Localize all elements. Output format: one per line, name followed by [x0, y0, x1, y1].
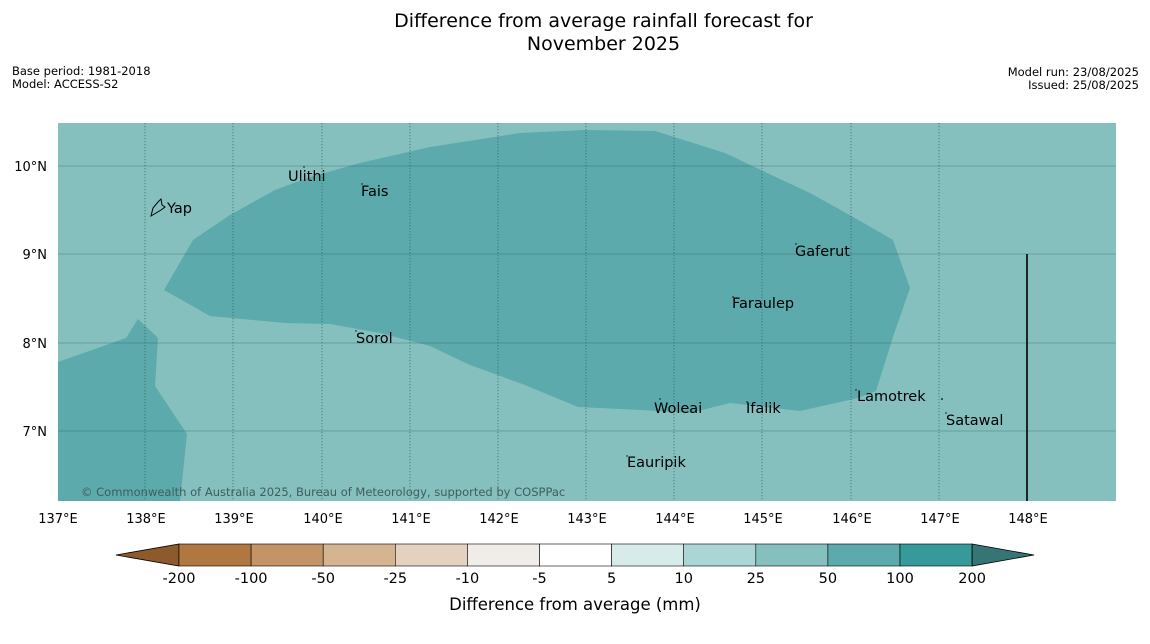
title-line-1: Difference from average rainfall forecas…	[394, 10, 813, 32]
colorbar-tick-label: -200	[163, 571, 196, 587]
colorbar-tick-label: 5	[607, 571, 616, 587]
colorbar-tick-label: -100	[235, 571, 268, 587]
colorbar-tick-label: -25	[383, 571, 407, 587]
island-dot-satawal	[945, 412, 947, 414]
map-title: Difference from average rainfall forecas…	[0, 10, 1150, 56]
place-label-gaferut: Gaferut	[795, 244, 850, 260]
place-label-fais: Fais	[361, 184, 388, 200]
lon-label: 137°E	[38, 512, 78, 527]
colorbar-segment	[394, 543, 468, 567]
place-label-ifalik: Ifalik	[746, 401, 781, 417]
lat-label: 9°N	[23, 248, 48, 263]
colorbar-tick-label: 25	[747, 571, 765, 587]
latitude-labels: 10°N 9°N 8°N 7°N	[14, 160, 47, 440]
colorbar-tick-label: 10	[674, 571, 692, 587]
colorbar-tick-label: 200	[958, 571, 986, 587]
base-period: Base period: 1981-2018	[12, 64, 151, 78]
island-dot-eauripik	[626, 455, 628, 457]
lon-label: 146°E	[832, 512, 872, 527]
colorbar-segment	[611, 543, 684, 567]
colorbar-legend: -200 -100 -50 -25 -10 -5 5 10 25 50 100 200 Differe…	[115, 543, 1035, 614]
longitude-labels: 137°E 138°E 139°E 140°E 141°E 142°E 143°…	[38, 512, 1048, 527]
meta-right: Model run: 23/08/2025 Issued: 25/08/2025	[1008, 66, 1139, 92]
grid-lines	[58, 123, 1116, 501]
colorbar-segment	[899, 543, 973, 567]
island-dots	[303, 166, 947, 457]
colorbar-segments	[115, 543, 1035, 567]
island-dot-lamotrek-east	[941, 398, 943, 400]
lon-label: 140°E	[303, 512, 343, 527]
colorbar-segment	[250, 543, 324, 567]
colorbar-ticks: -200 -100 -50 -25 -10 -5 5 10 25 50 100 200	[163, 571, 986, 587]
place-label-woleai: Woleai	[654, 401, 702, 417]
island-dot-gaferut	[795, 243, 797, 245]
place-label-yap: Yap	[166, 201, 192, 217]
colorbar-tick-label: 100	[886, 571, 914, 587]
colorbar-tick-label: 50	[819, 571, 837, 587]
place-label-sorol: Sorol	[356, 331, 393, 347]
title-line-2: November 2025	[526, 33, 681, 55]
lon-label: 145°E	[743, 512, 783, 527]
legend-title: Difference from average (mm)	[449, 595, 701, 614]
colorbar-tick-label: -5	[532, 571, 546, 587]
lon-label: 142°E	[479, 512, 519, 527]
copyright-notice: © Commonwealth of Australia 2025, Bureau…	[81, 485, 565, 499]
lon-label: 144°E	[655, 512, 695, 527]
place-label-faraulep: Faraulep	[732, 296, 794, 312]
rainfall-region-main	[164, 130, 910, 413]
lat-label: 8°N	[23, 337, 48, 352]
place-label-lamotrek: Lamotrek	[857, 389, 926, 405]
colorbar-segment	[539, 543, 612, 567]
island-dot-fais	[361, 183, 363, 185]
yap-island-shape	[150, 197, 166, 218]
island-dot-ulithi	[303, 166, 305, 168]
colorbar-arrow-low	[115, 543, 180, 567]
colorbar-segment	[683, 543, 757, 567]
meta-left: Base period: 1981-2018 Model: ACCESS-S2	[12, 65, 151, 91]
colorbar-tick-label: -50	[311, 571, 335, 587]
lon-label: 138°E	[126, 512, 166, 527]
lon-label: 143°E	[567, 512, 607, 527]
issued-date: Issued: 25/08/2025	[1028, 78, 1139, 92]
lon-label: 141°E	[391, 512, 431, 527]
colorbar-segment	[178, 543, 252, 567]
island-dot-woleai	[659, 398, 661, 400]
place-label-ulithi: Ulithi	[288, 169, 326, 185]
lon-label: 148°E	[1008, 512, 1048, 527]
island-dot-lamotrek	[855, 389, 857, 391]
colorbar-segment	[322, 543, 396, 567]
island-dot-faraulep	[732, 296, 734, 298]
colorbar-segment	[827, 543, 901, 567]
colorbar-segment	[755, 543, 829, 567]
island-dot-ifalik	[746, 401, 748, 403]
colorbar-tick-label: -10	[456, 571, 480, 587]
rainfall-region-southwest	[58, 319, 187, 501]
colorbar-segment	[467, 543, 540, 567]
model-name: Model: ACCESS-S2	[12, 77, 119, 91]
place-label-satawal: Satawal	[946, 413, 1003, 429]
lat-label: 10°N	[14, 160, 47, 175]
place-label-eauripik: Eauripik	[627, 455, 686, 471]
model-run: Model run: 23/08/2025	[1007, 65, 1139, 79]
map-area: Ulithi Fais Yap Gaferut Faraulep Sorol W…	[58, 123, 1116, 501]
lon-label: 147°E	[920, 512, 960, 527]
colorbar-arrow-high	[971, 543, 1035, 567]
lon-label: 139°E	[214, 512, 254, 527]
lat-label: 7°N	[23, 425, 48, 440]
island-dot-sorol	[355, 330, 357, 332]
